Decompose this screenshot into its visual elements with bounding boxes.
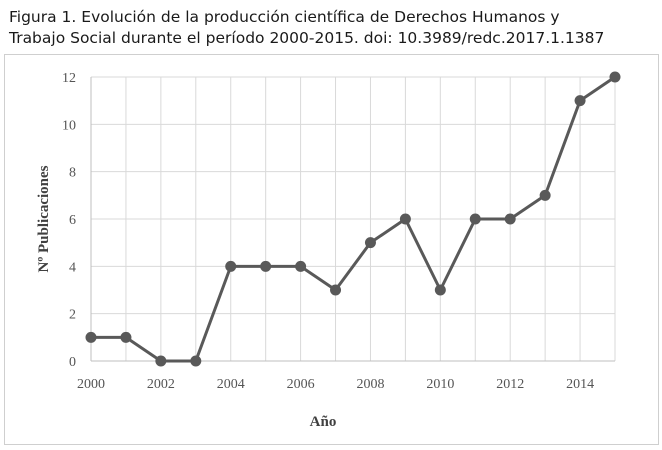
y-tick-label: 10 <box>62 118 76 133</box>
data-point <box>190 355 202 367</box>
data-point <box>295 260 307 272</box>
grid-lines <box>90 76 616 362</box>
x-tick-label: 2004 <box>217 377 245 392</box>
y-tick-label: 0 <box>69 355 76 370</box>
data-point <box>364 237 376 249</box>
y-tick-label: 4 <box>69 260 76 275</box>
data-point <box>85 331 97 343</box>
data-point <box>260 260 272 272</box>
series-line <box>91 75 616 363</box>
x-tick-label: 2008 <box>356 377 384 392</box>
data-point <box>155 355 167 367</box>
data-point <box>225 260 237 272</box>
y-axis-title: Nº Publicaciones <box>36 165 52 272</box>
x-tick-label: 2002 <box>147 377 175 392</box>
x-tick-label: 2012 <box>496 377 524 392</box>
data-point <box>330 284 342 296</box>
data-point <box>469 213 481 225</box>
data-series <box>85 71 621 367</box>
chart-frame <box>4 54 659 445</box>
x-tick-label: 2006 <box>287 377 315 392</box>
figure-caption: Figura 1. Evolución de la producción cie… <box>9 7 659 49</box>
x-tick-label: 2000 <box>77 377 105 392</box>
caption-line-1: Figura 1. Evolución de la producción cie… <box>9 8 560 26</box>
x-tick-label: 2014 <box>566 377 594 392</box>
y-tick-label: 6 <box>69 213 76 228</box>
x-tick-labels: 2000 2002 2004 2006 2008 2010 2012 2014 <box>77 377 594 392</box>
y-tick-label: 2 <box>69 308 76 323</box>
y-tick-label: 12 <box>62 71 76 86</box>
data-point <box>539 189 551 201</box>
x-axis-title: Año <box>310 414 337 430</box>
data-point <box>399 213 411 225</box>
x-tick-label: 2010 <box>426 377 454 392</box>
data-point <box>504 213 516 225</box>
data-point <box>120 331 132 343</box>
y-tick-labels: 0 2 4 6 8 10 12 <box>62 71 76 370</box>
data-point <box>434 284 446 296</box>
data-point <box>609 71 621 83</box>
data-point <box>574 95 586 107</box>
y-tick-label: 8 <box>69 166 76 181</box>
caption-line-2: Trabajo Social durante el período 2000-2… <box>9 29 605 47</box>
